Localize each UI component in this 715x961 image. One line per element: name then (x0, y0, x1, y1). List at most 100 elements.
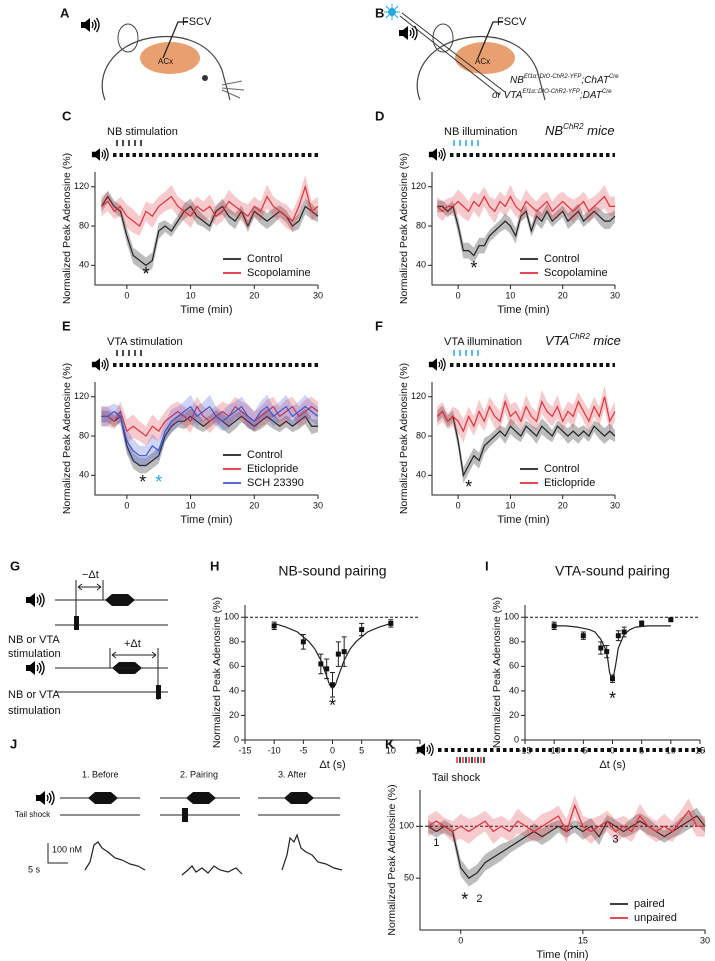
legend-label: paired (634, 898, 665, 910)
data-point (551, 623, 557, 629)
stim-label: NB or VTA (8, 689, 60, 701)
dt-label: −Δt (82, 569, 99, 581)
panel-letter: G (10, 558, 20, 573)
x-tick-label: 10 (505, 500, 515, 510)
error-band (437, 405, 615, 484)
legend-label: SCH 23390 (247, 477, 304, 489)
axes (524, 605, 700, 741)
mice-label-part: VTA (545, 333, 569, 348)
y-tick-label: 20 (229, 710, 239, 720)
stim-block (156, 685, 161, 699)
panel-a: A FSCV ACx (60, 5, 245, 101)
x-tick-label: 30 (313, 290, 323, 300)
error-band (437, 184, 615, 224)
genotype-part: Ef1α::DIO-ChR2-YFP (524, 74, 581, 80)
legend-label: Control (247, 253, 282, 265)
x-tick-label: 20 (249, 500, 259, 510)
whiskers (221, 80, 245, 99)
panel-letter: A (60, 5, 70, 20)
speaker-icon (80, 17, 100, 33)
error-band (428, 807, 705, 887)
axes (94, 382, 318, 496)
error-band (101, 174, 318, 236)
x-tick-label: 10 (386, 745, 396, 755)
y-tick-label: 50 (404, 873, 414, 883)
panel-letter: C (62, 108, 72, 123)
data-point (324, 666, 330, 672)
x-tick-label: 0 (456, 290, 461, 300)
light-rays (384, 4, 400, 20)
data-point (318, 661, 324, 667)
y-tick-label: 100 (224, 612, 239, 622)
y-tick-label: 80 (229, 636, 239, 646)
panel-letter: H (210, 558, 219, 573)
step-label: 2. Pairing (180, 769, 218, 779)
panel-letter: E (62, 318, 71, 333)
genotype-2: or VTAEf1α::DIO-ChR2-YFP;DATCre (492, 89, 612, 101)
mice-label: NBChR2 mice (545, 122, 615, 138)
annotation: 2 (476, 893, 482, 905)
y-tick-label: 0 (234, 734, 239, 744)
trace-after (281, 833, 343, 871)
data-point (271, 623, 277, 629)
trace-pairing (181, 865, 243, 876)
x-axis-label: Time (min) (497, 514, 549, 526)
light-source (388, 8, 396, 16)
y-tick-label: 80 (79, 220, 89, 230)
shock-block (182, 808, 188, 822)
x-tick-label: -10 (548, 745, 561, 755)
data-point (598, 645, 604, 651)
x-axis-label: Time (min) (536, 949, 588, 961)
genotype-part: or VTA (492, 90, 523, 101)
y-tick-label: 100 (504, 612, 519, 622)
chart-panel: C 40 80 120 0 10 20 30 Time (min) Normalized Peak… (61, 108, 323, 315)
y-tick-label: 80 (79, 430, 89, 440)
error-band (437, 384, 615, 443)
mouse-ear (117, 23, 139, 53)
speaker-icon (398, 25, 418, 41)
axes (431, 172, 615, 286)
x-tick-label: 5 (359, 745, 364, 755)
annotation: * (470, 258, 477, 278)
annotation: * (329, 696, 336, 716)
x-axis-label: Time (min) (180, 304, 232, 316)
chart-panel: D 40 80 120 0 10 20 30 Time (min) Normalized Peak… (375, 108, 620, 315)
error-band (101, 190, 318, 274)
y-tick-label: 120 (411, 391, 426, 401)
speaker-icon (91, 357, 109, 372)
genotype-part: Cre (602, 89, 612, 95)
x-tick-label: -10 (268, 745, 281, 755)
x-axis-label: Time (min) (180, 514, 232, 526)
stim-label: stimulation (8, 648, 61, 660)
legend-label: Eticlopride (247, 463, 298, 475)
mice-label-part: mice (584, 123, 615, 138)
y-tick-label: 120 (74, 181, 89, 191)
annotation: 3 (612, 834, 618, 846)
y-tick-label: 40 (229, 685, 239, 695)
legend-label: Scopolamine (544, 267, 608, 279)
electrode (162, 21, 188, 59)
y-axis-label: Normalized Peak Adenosine (%) (61, 363, 73, 514)
x-tick-label: 30 (313, 500, 323, 510)
dt-arrow (111, 651, 157, 659)
series-line (427, 803, 705, 834)
step-label: 1. Before (82, 769, 119, 779)
annotation: * (155, 472, 162, 492)
stim-label: Tail shock (432, 772, 481, 784)
stim-block (74, 616, 79, 630)
annotation: 1 (433, 837, 439, 849)
y-tick-label: 40 (79, 260, 89, 270)
y-tick-label: 40 (509, 685, 519, 695)
genotype-part: ;ChAT (581, 75, 609, 86)
data-point (580, 633, 586, 639)
chart-panel: F 40 80 120 0 10 20 30 Time (min) Normalized Peak… (375, 318, 621, 525)
fscv-label: FSCV (182, 16, 212, 28)
y-tick-label: 60 (509, 661, 519, 671)
optical-fiber (399, 12, 506, 96)
x-tick-label: 20 (558, 290, 568, 300)
brain-region (140, 42, 200, 74)
annotation: * (142, 264, 149, 284)
sound-shape (105, 594, 135, 606)
